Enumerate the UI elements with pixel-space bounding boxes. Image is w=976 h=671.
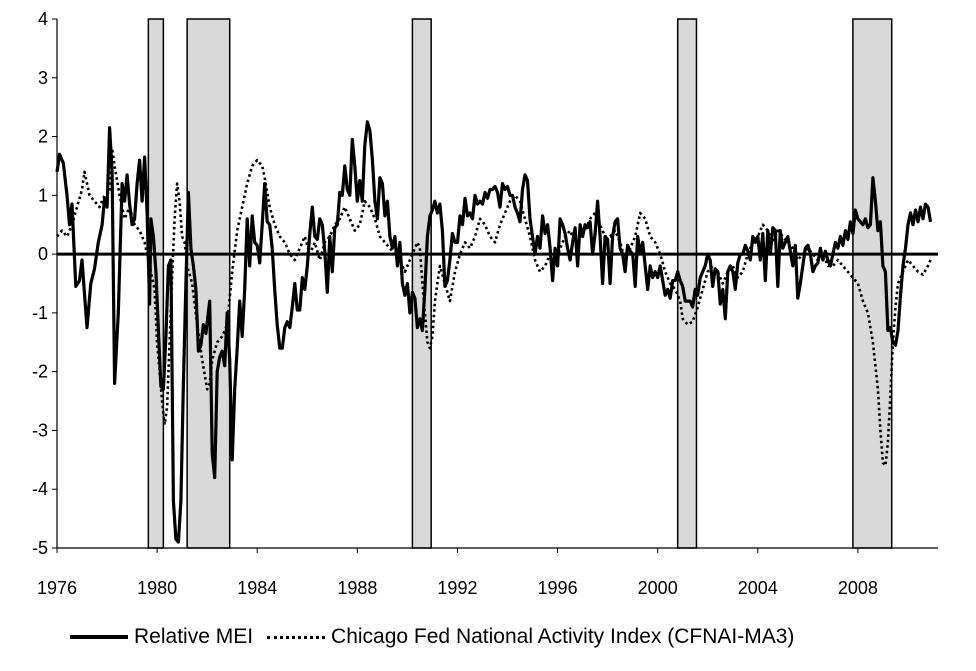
y-tick-label: 3 [38,68,48,88]
x-tick-label: 2000 [638,578,678,598]
y-tick-label: 4 [38,9,48,29]
legend-label: Relative MEI [134,625,254,648]
legend-swatch-solid [70,635,128,639]
recession-bands [147,18,893,549]
legend-item-cfnai: Chicago Fed National Activity Index (CFN… [267,625,794,649]
x-tick-label: 1992 [437,578,477,598]
y-tick-label: 2 [38,127,48,147]
tick-labels: 4 3 2 1 0 -1 -2 -3 -4 -5 1976 1980 1984 1988 1992 1996 2… [32,9,878,598]
y-tick-label: 1 [38,185,48,205]
recession-band [186,18,231,549]
series-lines [55,120,933,544]
legend: Relative MEI Chicago Fed National Activi… [70,622,950,652]
legend-item-relative-mei: Relative MEI [70,625,253,649]
x-tick-label: 1996 [538,578,578,598]
y-tick-label: -5 [32,538,48,558]
x-tick-label: 1976 [37,578,77,598]
series-line-relative-mei [55,120,933,544]
x-tick-label: 2008 [838,578,878,598]
y-tick-label: -1 [32,303,48,323]
y-tick-label: -4 [32,479,48,499]
x-tick-label: 1988 [337,578,377,598]
legend-swatch-dotted [267,635,326,639]
series-line-cfnai [56,147,932,467]
x-tick-label: 1984 [237,578,277,598]
x-tick-label: 1980 [137,578,177,598]
x-tick-label: 2004 [738,578,778,598]
y-tick-label: -2 [32,362,48,382]
legend-label: Chicago Fed National Activity Index (CFN… [331,625,795,648]
y-tick-label: 0 [38,244,48,264]
y-tick-label: -3 [32,420,48,440]
